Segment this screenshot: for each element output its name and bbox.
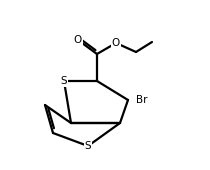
Text: O: O [112,38,120,48]
Text: O: O [74,35,82,45]
Text: Br: Br [136,95,147,105]
Text: S: S [61,76,67,86]
Text: S: S [85,141,91,151]
